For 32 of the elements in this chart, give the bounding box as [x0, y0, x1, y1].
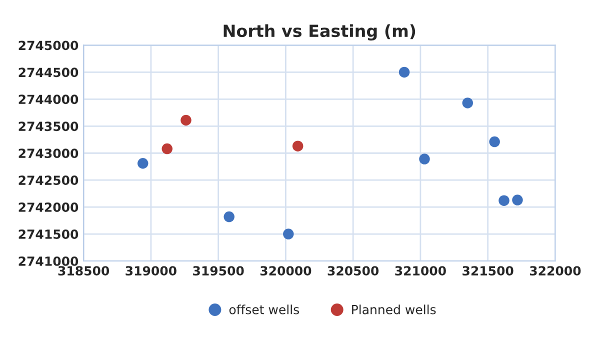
point — [283, 228, 294, 240]
point — [162, 143, 173, 154]
point — [137, 158, 148, 169]
y-tick-label: 2742000 — [18, 202, 78, 212]
y-tick-label: 2741500 — [18, 230, 78, 239]
x-tick-label: 322000 — [530, 266, 581, 276]
y-tick-label: 2741000 — [18, 256, 78, 266]
y-tick-label: 2742500 — [18, 176, 78, 186]
y-tick-label: 2743000 — [18, 148, 78, 158]
x-tick-label: 320000 — [260, 266, 312, 276]
legend-label: offset wells — [229, 304, 299, 314]
x-tick-label: 321500 — [462, 266, 514, 276]
y-tick-label: 2744500 — [18, 68, 78, 78]
legend-label: Planned wells — [352, 304, 436, 314]
point — [462, 98, 473, 108]
y-tick-label: 2744000 — [18, 94, 78, 104]
point — [292, 140, 304, 152]
point — [419, 154, 430, 164]
y-tick-label: 2745000 — [18, 40, 78, 50]
x-tick-label: 320500 — [328, 266, 379, 276]
point — [489, 136, 500, 148]
point — [498, 195, 510, 206]
point — [224, 211, 234, 222]
point — [512, 194, 523, 206]
x-tick-label: 319500 — [193, 266, 244, 276]
x-tick-label: 319000 — [126, 266, 176, 276]
x-tick-label: 321000 — [395, 266, 446, 276]
point — [180, 114, 192, 126]
point — [398, 66, 410, 78]
x-tick-label: 318500 — [58, 266, 110, 276]
y-tick-label: 2743500 — [18, 122, 78, 132]
chart-title: North vs Easting (m) — [224, 24, 416, 41]
